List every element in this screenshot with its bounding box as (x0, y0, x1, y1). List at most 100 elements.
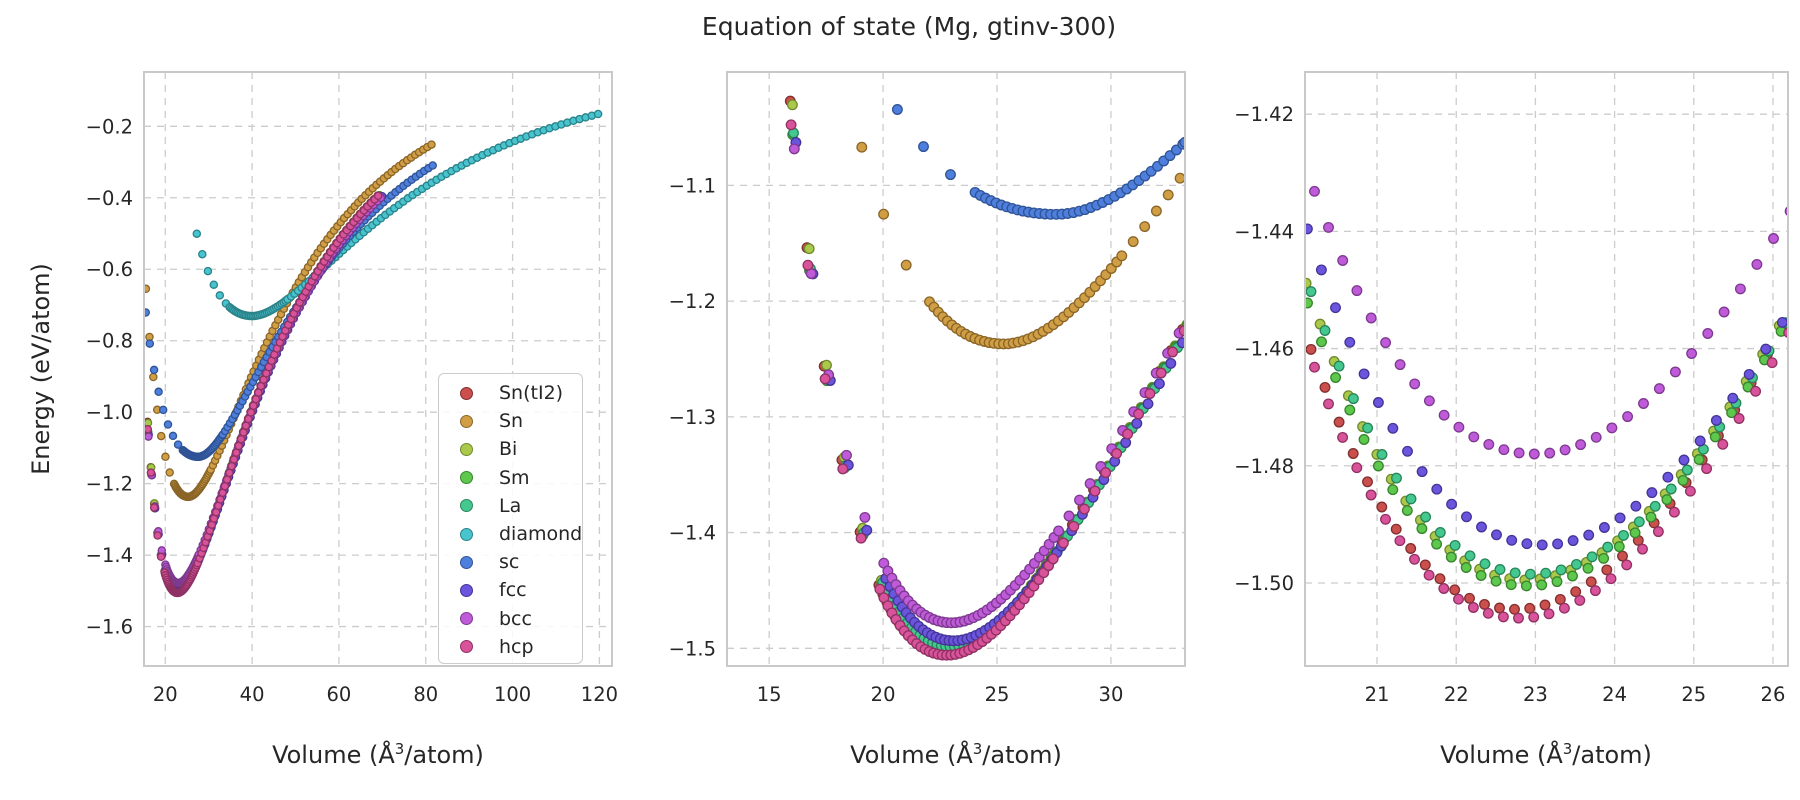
x-axis-label-panel-1: Volume (Å3/atom) (272, 740, 484, 769)
svg-text:−1.4: −1.4 (86, 544, 133, 567)
legend-marker-Sn (460, 414, 473, 428)
svg-text:−1.46: −1.46 (1234, 338, 1294, 361)
x-axis-label-text: /atom) (1572, 741, 1652, 769)
legend-label-diamond: diamond (499, 523, 583, 546)
legend-label-Sn: Sn (499, 410, 524, 433)
panel-3-y-tick-labels: −1.42 −1.44 −1.46 −1.48 −1.50 (1234, 103, 1294, 595)
svg-text:100: 100 (494, 683, 531, 706)
panel-1-border (143, 71, 613, 667)
svg-text:25: 25 (985, 683, 1010, 706)
panel-2-gridlines (727, 72, 1185, 666)
x-axis-label-sup: 3 (972, 740, 983, 758)
chart-title: Equation of state (Mg, gtinv-300) (701, 12, 1117, 41)
series-Sn (144, 140, 436, 502)
series-hcp (1305, 324, 1788, 624)
svg-text:−1.6: −1.6 (86, 616, 133, 639)
legend-item-fcc: fcc (439, 576, 582, 604)
svg-text:23: 23 (1523, 683, 1548, 706)
panel-1-y-tick-labels: −0.2 −0.4 −0.6 −0.8 −1.0 −1.2 −1.4 −1.6 (86, 115, 133, 638)
series-La (1305, 286, 1788, 580)
series-bcc (788, 143, 1185, 629)
legend-label-Bi: Bi (499, 438, 518, 461)
legend-item-diamond: diamond (439, 520, 582, 548)
panel-1-points (144, 109, 603, 598)
panel-1-x-tick-labels: 20 40 60 80 100 120 (153, 683, 618, 706)
panel-2-y-tick-labels: −1.1 −1.2 −1.3 −1.4 −1.5 (669, 174, 716, 660)
legend-item-hcp: hcp (439, 633, 582, 661)
x-axis-label-panel-2: Volume (Å3/atom) (850, 740, 1062, 769)
legend-marker-La (460, 499, 473, 513)
svg-text:20: 20 (153, 683, 178, 706)
svg-text:26: 26 (1761, 683, 1786, 706)
series-Sm (787, 129, 1185, 655)
series-hcp (144, 191, 383, 598)
svg-text:−0.4: −0.4 (86, 187, 133, 210)
series-La (788, 127, 1185, 653)
x-axis-label-sup: 3 (1562, 740, 1573, 758)
legend-label-Sm: Sm (499, 466, 530, 489)
legend-marker-Bi (460, 442, 473, 456)
x-axis-label-text: Volume (Å (1440, 741, 1563, 769)
legend-item-sc: sc (439, 548, 582, 576)
svg-text:−0.2: −0.2 (86, 115, 133, 138)
legend-label-bcc: bcc (499, 607, 532, 630)
svg-text:−1.50: −1.50 (1234, 572, 1294, 595)
svg-text:20: 20 (871, 683, 896, 706)
svg-text:40: 40 (240, 683, 265, 706)
legend-label-fcc: fcc (499, 579, 527, 602)
legend-marker-hcp (460, 640, 473, 654)
svg-text:120: 120 (581, 683, 618, 706)
legend-item-Sm: Sm (439, 464, 582, 492)
svg-text:15: 15 (757, 683, 782, 706)
svg-text:24: 24 (1602, 683, 1627, 706)
svg-text:−1.2: −1.2 (86, 473, 133, 496)
svg-text:−1.2: −1.2 (669, 290, 716, 313)
svg-text:−1.4: −1.4 (669, 522, 716, 545)
legend-marker-fcc (460, 583, 473, 597)
svg-text:−1.5: −1.5 (669, 637, 716, 660)
series-sc (891, 104, 1185, 220)
x-axis-label-sup: 3 (394, 740, 405, 758)
svg-text:22: 22 (1444, 683, 1469, 706)
svg-text:30: 30 (1099, 683, 1124, 706)
legend-label-Sn(tI2): Sn(tI2) (499, 382, 564, 405)
x-axis-label-text: Volume (Å (850, 741, 973, 769)
svg-text:−0.6: −0.6 (86, 258, 133, 281)
legend-label-hcp: hcp (499, 635, 534, 658)
svg-text:25: 25 (1681, 683, 1706, 706)
legend-item-Sn(tI2): Sn(tI2) (439, 379, 582, 407)
panel-2-border (726, 71, 1186, 667)
panel-3-points (1305, 149, 1788, 624)
x-axis-label-text: /atom) (982, 741, 1062, 769)
panel-2-points (784, 95, 1185, 661)
legend-marker-Sm (460, 471, 473, 485)
legend-box: Sn(tI2) Sn Bi Sm La diamond sc fcc bcc hcp (438, 373, 583, 664)
x-axis-label-text: /atom) (404, 741, 484, 769)
series-Sm (1305, 297, 1787, 592)
svg-text:−1.42: −1.42 (1234, 103, 1294, 126)
svg-text:60: 60 (327, 683, 352, 706)
legend-label-La: La (499, 494, 522, 517)
svg-text:−1.3: −1.3 (669, 406, 716, 429)
series-Sn (856, 141, 1185, 350)
series-Bi (1305, 277, 1785, 586)
x-axis-label-text: Volume (Å (272, 741, 395, 769)
panel-3-gridlines (1305, 72, 1788, 666)
svg-text:−1.48: −1.48 (1234, 455, 1294, 478)
legend-item-Sn: Sn (439, 407, 582, 435)
panel-2-x-tick-labels: 15 20 25 30 (757, 683, 1124, 706)
series-bcc (1305, 149, 1788, 460)
series-fcc (1305, 223, 1788, 551)
legend-marker-Sn(tI2) (460, 386, 473, 400)
legend-marker-diamond (460, 527, 473, 541)
series-fcc (790, 137, 1185, 647)
panel-3-border (1304, 71, 1789, 667)
legend-marker-bcc (460, 612, 473, 626)
svg-text:−0.8: −0.8 (86, 330, 133, 353)
svg-text:80: 80 (413, 683, 438, 706)
series-fcc (144, 191, 387, 593)
series-Sn(tI2) (1305, 318, 1788, 615)
svg-text:−1.44: −1.44 (1234, 220, 1294, 243)
